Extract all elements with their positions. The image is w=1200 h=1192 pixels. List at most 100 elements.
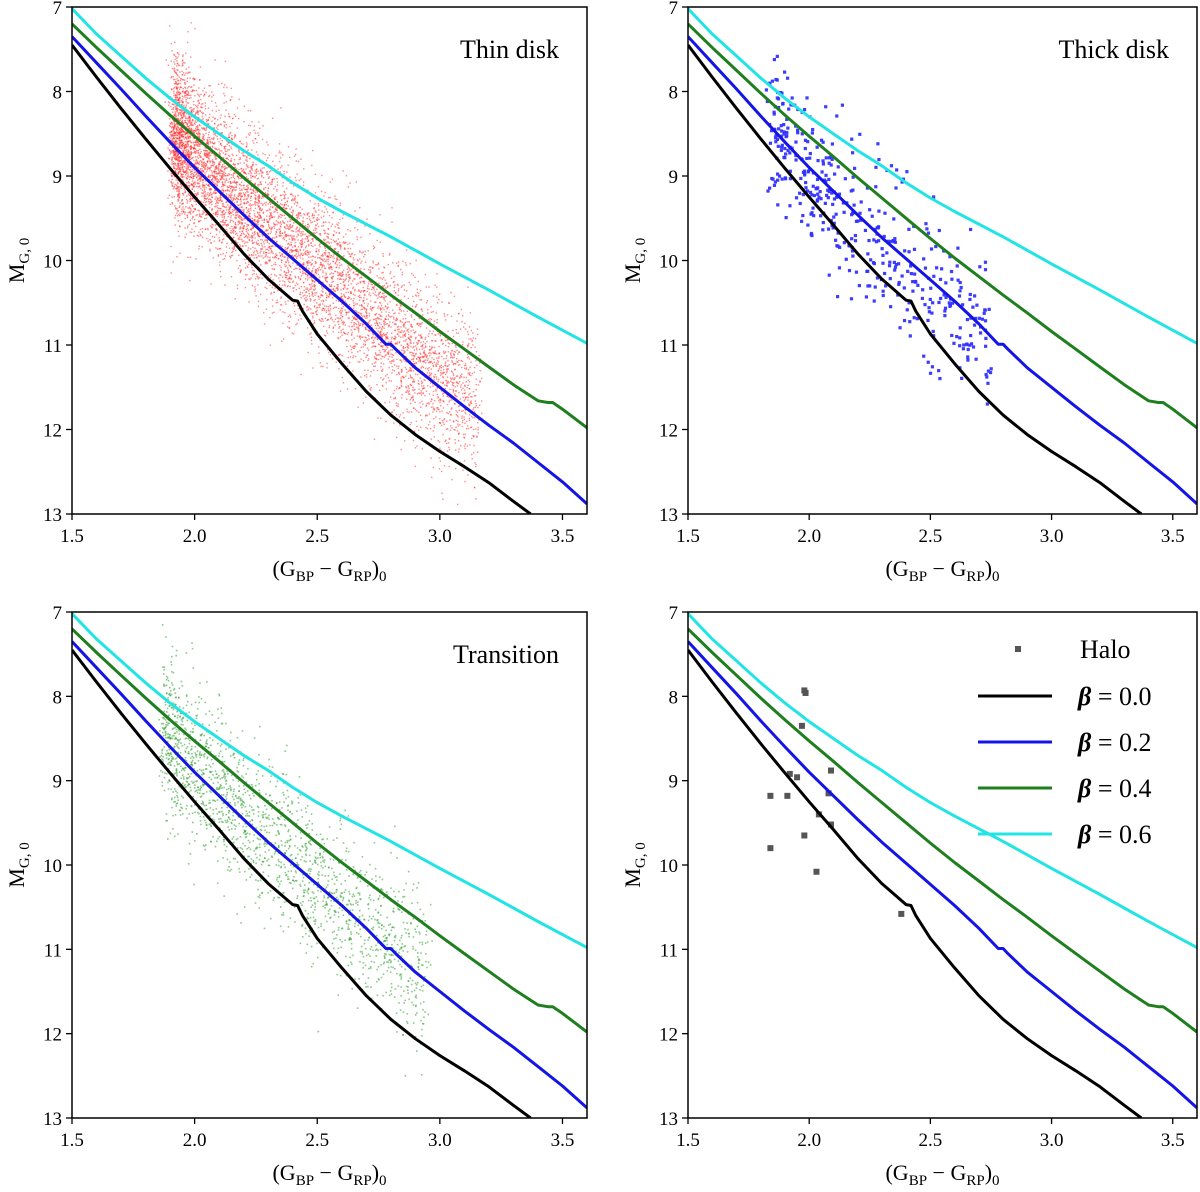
scatter-point (217, 202, 220, 204)
scatter-point (320, 269, 322, 271)
scatter-point (385, 337, 388, 339)
scatter-point (444, 352, 446, 354)
scatter-point (311, 259, 313, 261)
scatter-point (450, 397, 452, 399)
scatter-point (292, 281, 294, 283)
scatter-point (388, 326, 390, 328)
scatter-point (237, 198, 239, 200)
scatter-point (184, 149, 186, 152)
scatter-point (274, 210, 276, 213)
scatter-point (314, 274, 316, 277)
scatter-point (305, 266, 308, 268)
scatter-point (360, 303, 363, 306)
scatter-point (453, 421, 455, 423)
scatter-point (335, 361, 338, 363)
scatter-point (178, 76, 180, 78)
scatter-point (181, 184, 183, 186)
scatter-point (347, 287, 349, 290)
scatter-point (437, 370, 439, 372)
scatter-point (178, 96, 181, 99)
scatter-point (256, 191, 258, 193)
scatter-point (198, 135, 201, 137)
scatter-point (394, 337, 396, 340)
scatter-point (326, 276, 328, 279)
scatter-point (368, 320, 370, 322)
scatter-point (350, 283, 353, 285)
scatter-point (242, 169, 244, 172)
scatter-point (227, 174, 229, 177)
scatter-point (476, 328, 479, 330)
scatter-point (267, 256, 269, 258)
scatter-point (263, 231, 266, 233)
scatter-point (288, 216, 290, 219)
scatter-point (214, 142, 216, 144)
scatter-point (330, 265, 332, 268)
scatter-point (252, 220, 254, 222)
scatter-point (258, 121, 260, 123)
scatter-point (217, 163, 220, 166)
scatter-point (242, 168, 245, 171)
scatter-point (262, 196, 265, 198)
scatter-point (364, 225, 366, 227)
scatter-point (197, 128, 200, 131)
scatter-point (198, 210, 201, 212)
scatter-point (406, 389, 408, 392)
scatter-point (186, 169, 188, 172)
scatter-point (187, 117, 190, 119)
scatter-point (175, 208, 177, 210)
scatter-point (179, 183, 182, 186)
scatter-point (278, 215, 281, 218)
scatter-point (182, 134, 184, 136)
scatter-point (180, 112, 182, 114)
scatter-point (471, 453, 473, 456)
scatter-point (323, 334, 326, 337)
scatter-point (473, 444, 475, 447)
scatter-point (196, 159, 198, 162)
scatter-point (392, 392, 395, 395)
scatter-point (306, 327, 309, 329)
scatter-point (214, 147, 216, 150)
scatter-point (232, 162, 235, 165)
scatter-point (265, 255, 267, 257)
scatter-point (241, 209, 244, 211)
scatter-point (360, 346, 362, 348)
scatter-point (406, 410, 408, 413)
scatter-point (239, 172, 242, 174)
scatter-point (372, 245, 375, 247)
scatter-point (381, 285, 384, 287)
scatter-point (468, 338, 470, 340)
scatter-point (447, 342, 450, 344)
scatter-point (178, 64, 181, 67)
scatter-point (215, 176, 217, 178)
scatter-point (221, 203, 224, 205)
scatter-point (353, 323, 355, 326)
scatter-point (324, 308, 326, 310)
scatter-point (442, 407, 445, 409)
scatter-point (186, 123, 188, 125)
scatter-point (410, 342, 412, 345)
scatter-point (174, 120, 176, 123)
scatter-point (175, 136, 177, 139)
scatter-point (208, 136, 211, 139)
scatter-point (421, 337, 423, 339)
scatter-point (179, 97, 182, 99)
scatter-point (280, 194, 282, 197)
scatter-point (177, 56, 179, 58)
scatter-point (241, 230, 243, 232)
scatter-point (187, 135, 189, 137)
scatter-point (218, 168, 220, 170)
scatter-point (277, 201, 279, 203)
scatter-point (236, 213, 239, 216)
scatter-point (466, 356, 469, 359)
scatter-point (246, 191, 248, 193)
scatter-point (344, 333, 347, 335)
scatter-point (272, 252, 274, 255)
scatter-point (201, 231, 204, 233)
scatter-point (469, 401, 471, 403)
scatter-point (326, 241, 329, 243)
scatter-point (199, 176, 201, 179)
scatter-point (182, 136, 185, 138)
scatter-point (184, 227, 186, 229)
scatter-point (282, 182, 284, 184)
scatter-point (196, 171, 198, 174)
